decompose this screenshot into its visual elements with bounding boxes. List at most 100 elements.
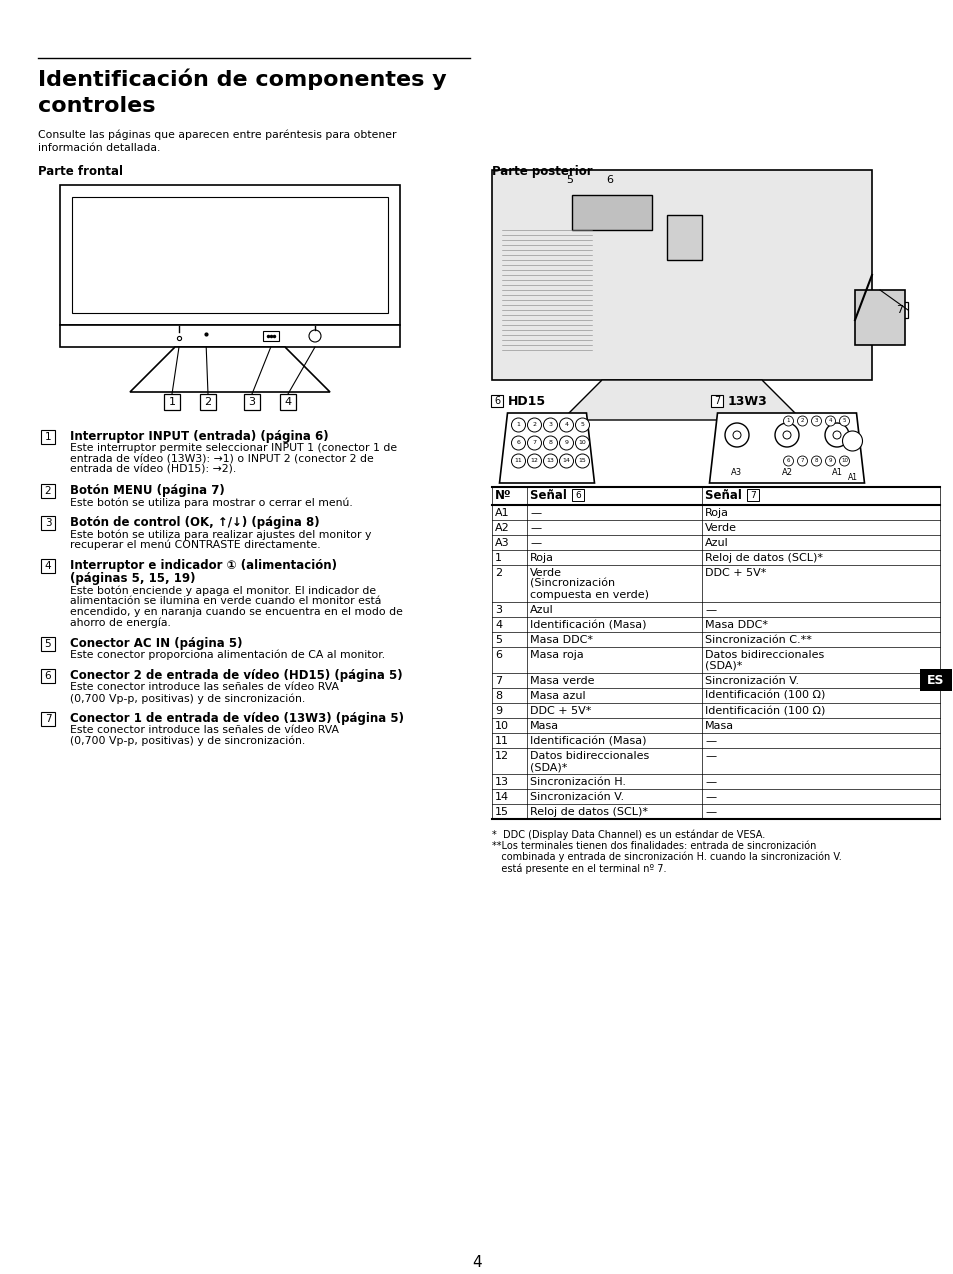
Text: 10: 10 xyxy=(841,459,847,464)
Text: 1: 1 xyxy=(45,432,51,442)
Text: Este botón se utiliza para mostrar o cerrar el menú.: Este botón se utiliza para mostrar o cer… xyxy=(70,497,353,507)
Text: 13: 13 xyxy=(495,777,509,787)
Text: 5: 5 xyxy=(566,175,573,185)
Text: HD15: HD15 xyxy=(507,395,545,408)
Bar xyxy=(492,169,871,380)
Text: 13W3: 13W3 xyxy=(727,395,767,408)
Text: entrada de vídeo (HD15): →2).: entrada de vídeo (HD15): →2). xyxy=(70,465,236,475)
Polygon shape xyxy=(130,347,330,392)
Circle shape xyxy=(527,454,541,468)
Text: Este conector introduce las señales de vídeo RVA: Este conector introduce las señales de v… xyxy=(70,682,338,692)
Text: Este botón enciende y apaga el monitor. El indicador de: Este botón enciende y apaga el monitor. … xyxy=(70,585,375,595)
Text: —: — xyxy=(704,777,716,787)
Circle shape xyxy=(724,423,748,447)
Text: (Sincronización: (Sincronización xyxy=(530,578,615,589)
Text: A3: A3 xyxy=(495,538,509,548)
Circle shape xyxy=(511,418,525,432)
Text: (SDA)*: (SDA)* xyxy=(704,661,741,671)
Text: Parte posterior: Parte posterior xyxy=(492,166,592,178)
Circle shape xyxy=(543,454,557,468)
Text: 7: 7 xyxy=(495,676,501,685)
Bar xyxy=(280,394,295,410)
Text: 1: 1 xyxy=(516,423,520,428)
Circle shape xyxy=(309,330,320,341)
Circle shape xyxy=(839,456,848,466)
Text: Sincronización H.: Sincronización H. xyxy=(530,777,625,787)
Text: Identificación (100 Ω): Identificación (100 Ω) xyxy=(704,706,824,716)
Text: Masa verde: Masa verde xyxy=(530,676,594,685)
Text: Consulte las páginas que aparecen entre paréntesis para obtener: Consulte las páginas que aparecen entre … xyxy=(38,130,396,140)
Bar xyxy=(41,516,55,530)
Text: —: — xyxy=(704,750,716,761)
Text: 6: 6 xyxy=(516,441,520,446)
Text: 6: 6 xyxy=(786,459,789,464)
Circle shape xyxy=(543,418,557,432)
Text: Señal: Señal xyxy=(530,489,571,502)
Circle shape xyxy=(543,436,557,450)
Bar xyxy=(41,712,55,726)
Circle shape xyxy=(832,431,841,440)
Text: entrada de vídeo (13W3): →1) o INPUT 2 (conector 2 de: entrada de vídeo (13W3): →1) o INPUT 2 (… xyxy=(70,454,374,464)
Text: Verde: Verde xyxy=(530,568,561,578)
Text: 7: 7 xyxy=(713,396,720,406)
Text: A1: A1 xyxy=(831,468,841,476)
Circle shape xyxy=(511,454,525,468)
Text: Conector 1 de entrada de vídeo (13W3) (página 5): Conector 1 de entrada de vídeo (13W3) (p… xyxy=(70,712,403,725)
Text: Sincronización V.: Sincronización V. xyxy=(704,676,799,685)
Text: 7: 7 xyxy=(45,713,51,724)
Circle shape xyxy=(824,456,835,466)
Text: DDC + 5V*: DDC + 5V* xyxy=(530,706,591,716)
Text: 6: 6 xyxy=(494,396,499,406)
Circle shape xyxy=(782,456,793,466)
Text: 9: 9 xyxy=(828,459,831,464)
Bar xyxy=(200,394,215,410)
Text: ahorro de energía.: ahorro de energía. xyxy=(70,618,171,628)
Text: información detallada.: información detallada. xyxy=(38,143,160,153)
Circle shape xyxy=(782,431,790,440)
Circle shape xyxy=(527,418,541,432)
Text: —: — xyxy=(530,524,540,533)
Text: —: — xyxy=(704,605,716,615)
Bar xyxy=(601,172,618,189)
Text: (páginas 5, 15, 19): (páginas 5, 15, 19) xyxy=(70,572,195,585)
Bar xyxy=(262,331,278,341)
Text: Interruptor INPUT (entrada) (página 6): Interruptor INPUT (entrada) (página 6) xyxy=(70,431,328,443)
Circle shape xyxy=(558,454,573,468)
Text: Identificación (Masa): Identificación (Masa) xyxy=(530,620,646,631)
Circle shape xyxy=(575,436,589,450)
Text: Nº: Nº xyxy=(495,489,511,502)
Text: 6: 6 xyxy=(606,175,613,185)
Bar xyxy=(41,559,55,573)
Circle shape xyxy=(732,431,740,440)
Text: **Los terminales tienen dos finalidades: entrada de sincronización: **Los terminales tienen dos finalidades:… xyxy=(492,841,816,851)
Text: DDC + 5V*: DDC + 5V* xyxy=(704,568,765,578)
Text: 2: 2 xyxy=(800,418,803,423)
Text: 12: 12 xyxy=(495,750,509,761)
Text: Datos bidireccionales: Datos bidireccionales xyxy=(530,750,649,761)
Text: Este interruptor permite seleccionar INPUT 1 (conector 1 de: Este interruptor permite seleccionar INP… xyxy=(70,443,396,454)
Bar xyxy=(41,669,55,683)
Text: *  DDC (Display Data Channel) es un estándar de VESA.: * DDC (Display Data Channel) es un están… xyxy=(492,829,764,840)
Text: 15: 15 xyxy=(495,806,509,817)
Circle shape xyxy=(782,417,793,426)
Text: Sincronización C.**: Sincronización C.** xyxy=(704,634,811,645)
Bar xyxy=(41,637,55,651)
Circle shape xyxy=(774,423,799,447)
Text: Masa azul: Masa azul xyxy=(530,691,585,701)
Text: Masa DDC*: Masa DDC* xyxy=(704,620,767,631)
Text: 5: 5 xyxy=(45,640,51,648)
Text: Este conector introduce las señales de vídeo RVA: Este conector introduce las señales de v… xyxy=(70,725,338,735)
Text: 7: 7 xyxy=(532,441,536,446)
Text: Roja: Roja xyxy=(530,553,554,563)
Text: 7: 7 xyxy=(896,304,902,315)
Text: compuesta en verde): compuesta en verde) xyxy=(530,590,648,600)
Bar xyxy=(164,394,180,410)
Circle shape xyxy=(558,418,573,432)
Bar xyxy=(710,395,722,406)
Text: 14: 14 xyxy=(495,792,509,803)
Circle shape xyxy=(527,436,541,450)
Text: Masa: Masa xyxy=(530,721,558,731)
Bar xyxy=(746,489,759,501)
Text: (0,700 Vp-p, positivas) y de sincronización.: (0,700 Vp-p, positivas) y de sincronizac… xyxy=(70,736,305,747)
Text: recuperar el menú CONTRASTE directamente.: recuperar el menú CONTRASTE directamente… xyxy=(70,540,320,550)
